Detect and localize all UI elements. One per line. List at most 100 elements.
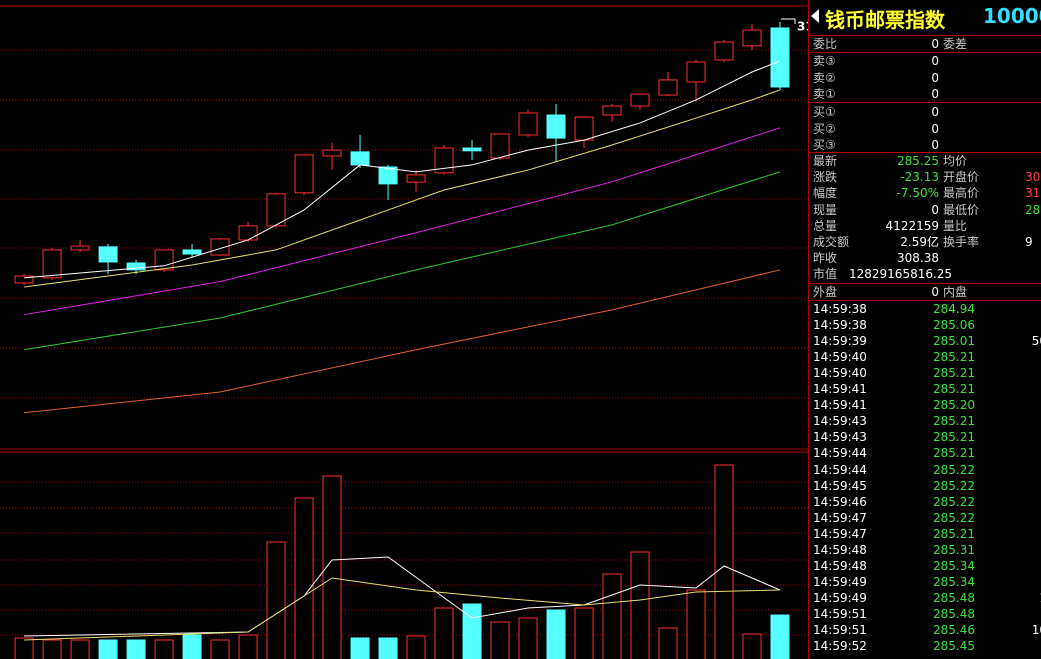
divider	[809, 152, 1041, 153]
high-pointer	[781, 18, 796, 24]
high-label: 310.68	[797, 19, 808, 33]
value: -7.50%	[896, 186, 939, 201]
tick-price: 285.21	[933, 526, 975, 541]
volume-bar	[294, 497, 314, 659]
volume-bar	[770, 614, 790, 659]
volume-bar	[14, 637, 34, 659]
tick-time: 14:59:40	[813, 366, 867, 381]
value: 0	[931, 70, 939, 85]
tick-price: 285.22	[933, 494, 975, 509]
value: -23.13	[900, 170, 939, 185]
tick-volume: 50	[1031, 334, 1041, 349]
tick-price: 285.45	[933, 639, 975, 654]
value: 285.25	[897, 154, 939, 168]
tick-price: 285.21	[933, 382, 975, 397]
tick-price: 285.21	[933, 350, 975, 365]
candle-body	[350, 151, 370, 166]
value: 4122159	[885, 218, 939, 233]
tick-price: 285.21	[933, 446, 975, 461]
tick-time: 14:59:51	[813, 606, 867, 621]
value: 30	[1025, 170, 1041, 185]
value: 2.59亿	[900, 235, 939, 249]
volume-bar	[658, 627, 678, 659]
tick-time: 14:59:52	[813, 639, 867, 654]
label: 卖①	[813, 87, 836, 101]
label: 委比	[813, 37, 838, 51]
tick-time: 14:59:44	[813, 462, 867, 477]
volume-bar	[378, 637, 398, 659]
volume-bar	[490, 621, 510, 659]
label: 开盘价	[943, 170, 980, 185]
value: 0	[931, 138, 939, 152]
moving-average-line	[24, 577, 781, 641]
value: 0	[931, 37, 939, 51]
volume-bar	[42, 639, 62, 659]
tick-price: 285.06	[933, 318, 975, 333]
quote-panel: 钱币邮票指数 10000 委比 0 委差 外盘 0 内盘 卖③0卖②0卖①0买①…	[808, 0, 1041, 659]
tick-volume: 10	[1031, 623, 1041, 637]
tick-price: 284.94	[933, 302, 975, 316]
tick-time: 14:59:48	[813, 542, 867, 557]
candle-body	[126, 262, 146, 271]
value: 31	[1025, 186, 1041, 201]
volume-bar	[462, 603, 482, 659]
label: 卖③	[813, 54, 836, 68]
value: 0	[931, 105, 939, 119]
volume-bar	[630, 551, 650, 659]
label: 委差	[943, 37, 968, 51]
volume-bar	[126, 639, 146, 659]
candle-body	[70, 245, 90, 251]
tick-volume: 1	[989, 591, 1041, 605]
label: 卖②	[813, 70, 836, 85]
volume-bar	[266, 541, 286, 659]
candle-body	[574, 116, 594, 141]
label: 涨跌	[813, 170, 838, 185]
volume-bar	[406, 635, 426, 659]
tick-time: 14:59:43	[813, 414, 867, 429]
moving-average-line	[23, 127, 781, 316]
volume-bar	[602, 573, 622, 659]
candle-body	[546, 114, 566, 139]
label: 内盘	[943, 285, 968, 299]
tick-time: 14:59:51	[813, 623, 867, 637]
volume-bar	[350, 637, 370, 659]
candle-body	[182, 249, 202, 255]
tick-price: 285.31	[933, 542, 975, 557]
candle-body	[238, 225, 258, 241]
label: 市值	[813, 267, 838, 282]
tick-time: 14:59:49	[813, 590, 867, 605]
tick-time: 14:59:38	[813, 318, 867, 333]
tick-time: 14:59:41	[813, 398, 867, 413]
tick-time: 14:59:44	[813, 446, 867, 461]
tick-price: 285.34	[933, 558, 975, 573]
volume-bar	[546, 609, 566, 659]
volume-bar	[434, 607, 454, 659]
candle-body	[714, 41, 734, 61]
divider	[809, 102, 1041, 103]
candle-body	[14, 275, 34, 284]
divider	[809, 35, 1041, 36]
candle-body	[322, 149, 342, 157]
tick-price: 285.34	[933, 574, 975, 589]
volume-bar	[210, 639, 230, 659]
label: 买③	[813, 138, 836, 152]
label: 最高价	[943, 186, 980, 201]
candle-body	[518, 112, 538, 136]
tick-price: 285.48	[933, 590, 975, 605]
volume-bar	[98, 639, 118, 659]
candle-body	[42, 249, 62, 279]
tick-price: 285.20	[933, 398, 975, 413]
tick-price: 285.21	[933, 366, 975, 381]
label: 总量	[813, 218, 838, 233]
moving-average-line	[24, 89, 781, 288]
candle-body	[630, 93, 650, 107]
volume-bar	[182, 634, 202, 659]
label: 最新	[813, 154, 838, 168]
value: 0	[931, 285, 939, 299]
volume-bar	[574, 607, 594, 659]
tick-time: 14:59:45	[813, 478, 867, 493]
volume-bar	[322, 475, 342, 659]
tick-time: 14:59:41	[813, 382, 867, 397]
chart: 310.68	[0, 5, 808, 659]
tick-price: 285.22	[933, 462, 975, 477]
